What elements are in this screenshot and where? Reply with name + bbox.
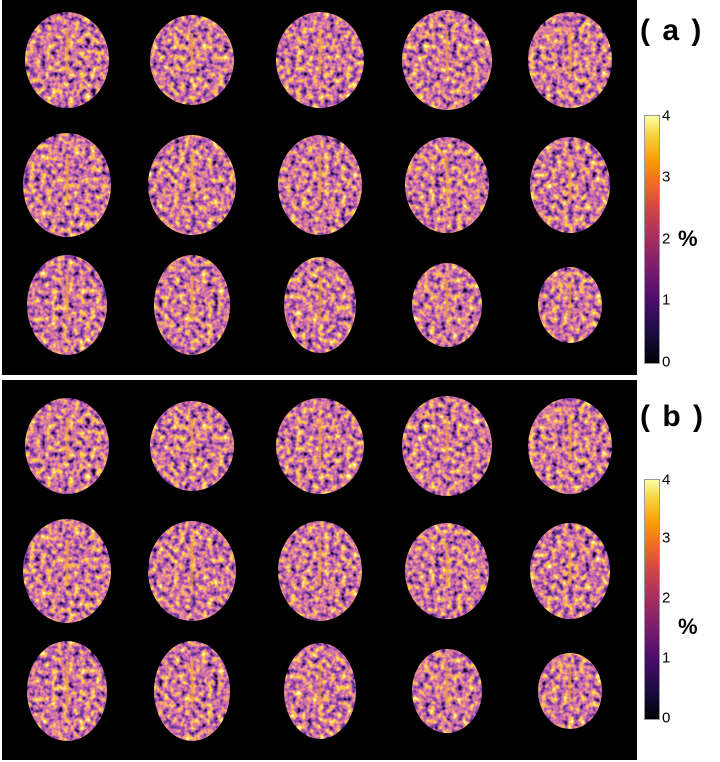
brain-slice — [148, 521, 236, 621]
panel-b-image-grid — [2, 380, 637, 760]
tick-label: 4 — [662, 107, 671, 125]
brain-slice — [412, 649, 482, 733]
tick-label: 3 — [662, 168, 671, 186]
brain-slice — [405, 137, 489, 233]
brain-slice — [412, 263, 482, 347]
brain-slices-a — [23, 10, 612, 355]
brain-slice — [284, 257, 356, 353]
brain-slice — [530, 137, 610, 233]
brain-slice — [150, 15, 234, 105]
brain-slice — [528, 398, 612, 494]
brain-slice — [27, 641, 107, 741]
brain-slices-b — [23, 396, 612, 741]
panel-a-image-grid — [2, 0, 637, 375]
brain-slice — [25, 12, 109, 108]
brain-slice — [402, 396, 492, 496]
brain-slice — [150, 401, 234, 491]
brain-slice — [148, 135, 236, 235]
brain-slice — [538, 267, 602, 343]
tick-label: 4 — [662, 471, 671, 489]
brain-slice — [405, 523, 489, 619]
brain-slice — [278, 521, 362, 621]
panel-b-label: ( b ) — [640, 400, 705, 433]
tick-label: 2 — [662, 230, 671, 248]
brain-slice — [276, 12, 364, 108]
brain-slice — [154, 641, 230, 741]
tick-label: 0 — [662, 709, 671, 727]
brain-slice — [27, 255, 107, 355]
tick-label: 0 — [662, 353, 671, 371]
colorbar-b — [644, 479, 660, 720]
brain-slice — [530, 523, 610, 619]
tick-label: 1 — [662, 649, 671, 667]
brain-slice — [284, 643, 356, 739]
brain-slice — [402, 10, 492, 110]
tick-label: 2 — [662, 589, 671, 607]
colorbar-b-unit: % — [678, 614, 698, 639]
brain-slice — [528, 12, 612, 108]
brain-slice — [276, 398, 364, 494]
brain-slice — [154, 255, 230, 355]
brain-slice — [278, 135, 362, 235]
brain-slice — [25, 398, 109, 494]
colorbar-a — [644, 115, 660, 364]
panel-a-label: ( a ) — [640, 14, 704, 47]
tick-label: 3 — [662, 529, 671, 547]
colorbar-a-unit: % — [678, 226, 698, 251]
brain-slice — [23, 519, 111, 623]
brain-slice — [23, 133, 111, 237]
brain-slice — [538, 653, 602, 729]
tick-label: 1 — [662, 291, 671, 309]
